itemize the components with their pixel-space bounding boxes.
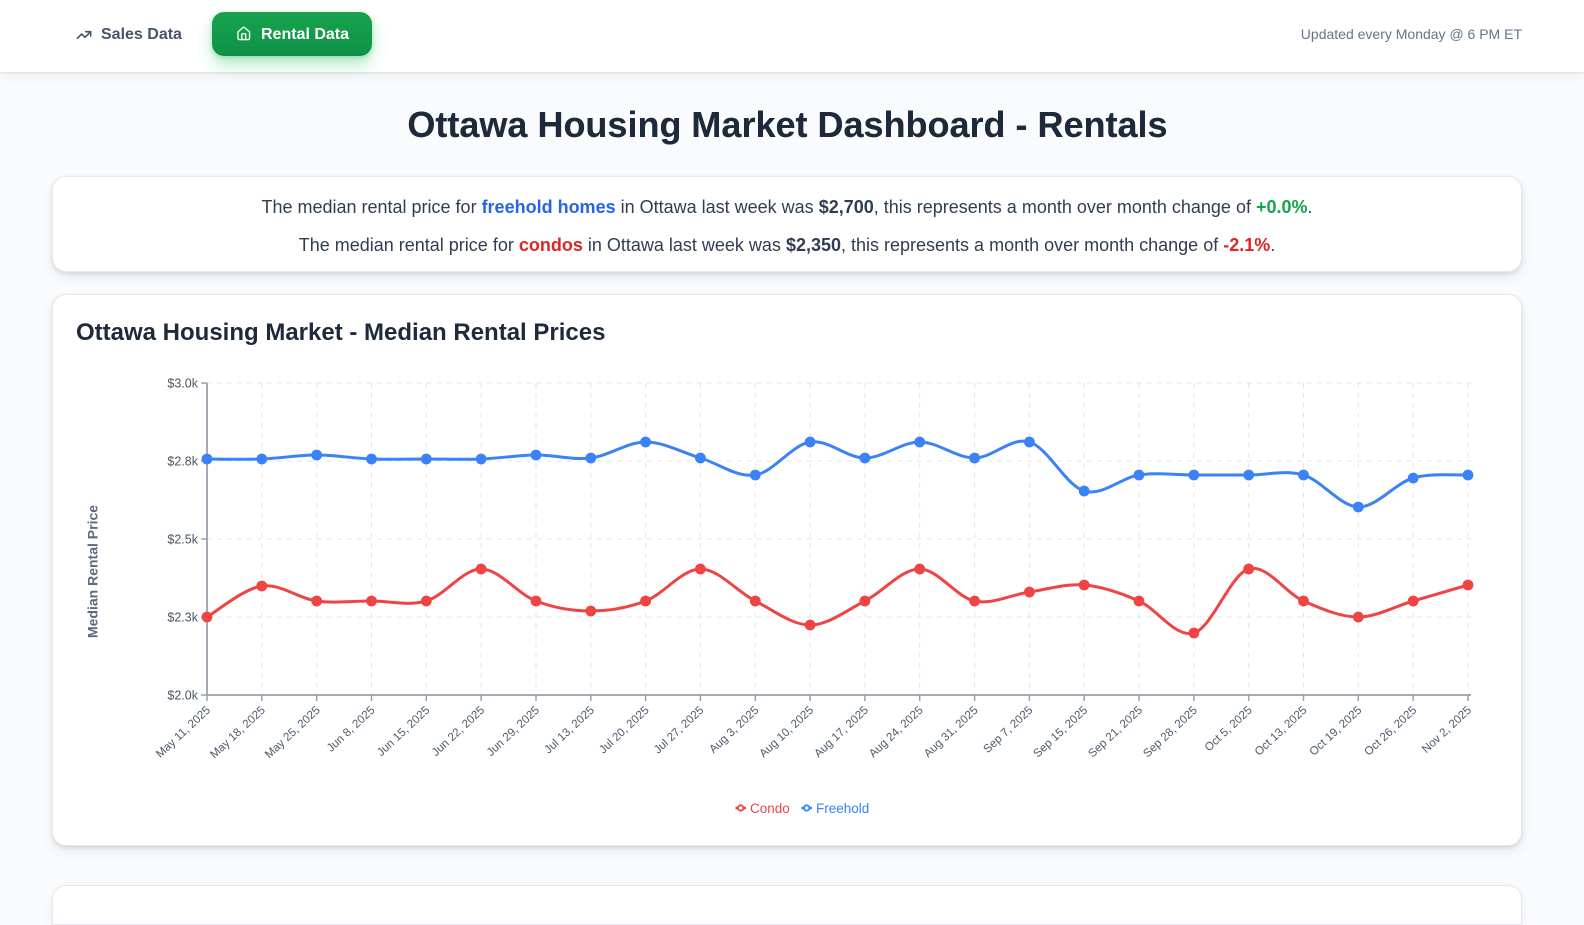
svg-text:May 25, 2025: May 25, 2025 — [262, 704, 322, 761]
svg-text:$2.3k: $2.3k — [167, 611, 198, 625]
svg-text:Jun 29, 2025: Jun 29, 2025 — [484, 704, 542, 759]
svg-text:Condo: Condo — [750, 801, 790, 816]
svg-text:Jul 20, 2025: Jul 20, 2025 — [597, 704, 652, 757]
svg-text:Oct 5, 2025: Oct 5, 2025 — [1202, 704, 1255, 754]
svg-text:Aug 17, 2025: Aug 17, 2025 — [812, 704, 871, 761]
svg-text:$2.5k: $2.5k — [167, 533, 198, 547]
svg-text:Oct 19, 2025: Oct 19, 2025 — [1307, 704, 1364, 759]
svg-text:Aug 31, 2025: Aug 31, 2025 — [921, 704, 980, 761]
svg-text:Median Rental Price: Median Rental Price — [85, 505, 101, 638]
svg-text:Jun 15, 2025: Jun 15, 2025 — [374, 704, 432, 759]
svg-text:Oct 13, 2025: Oct 13, 2025 — [1252, 704, 1309, 759]
svg-text:Nov 2, 2025: Nov 2, 2025 — [1419, 704, 1474, 756]
svg-text:$2.0k: $2.0k — [167, 689, 198, 703]
svg-text:Aug 3, 2025: Aug 3, 2025 — [707, 704, 762, 756]
svg-text:Sep 21, 2025: Sep 21, 2025 — [1086, 704, 1145, 761]
svg-text:Freehold: Freehold — [816, 801, 869, 816]
svg-text:Jun 22, 2025: Jun 22, 2025 — [429, 704, 487, 759]
svg-text:$3.0k: $3.0k — [167, 377, 198, 391]
svg-text:Sep 15, 2025: Sep 15, 2025 — [1031, 704, 1090, 761]
svg-text:Aug 10, 2025: Aug 10, 2025 — [757, 704, 816, 761]
svg-text:May 11, 2025: May 11, 2025 — [153, 704, 213, 761]
svg-text:Jul 27, 2025: Jul 27, 2025 — [651, 704, 706, 757]
svg-text:Aug 24, 2025: Aug 24, 2025 — [866, 704, 925, 761]
svg-text:Jun 8, 2025: Jun 8, 2025 — [324, 704, 377, 755]
svg-text:Sep 7, 2025: Sep 7, 2025 — [981, 704, 1036, 756]
svg-text:Jul 13, 2025: Jul 13, 2025 — [542, 704, 597, 757]
svg-text:Oct 26, 2025: Oct 26, 2025 — [1362, 704, 1419, 759]
svg-text:May 18, 2025: May 18, 2025 — [208, 704, 268, 761]
svg-text:Sep 28, 2025: Sep 28, 2025 — [1141, 704, 1200, 761]
svg-text:$2.8k: $2.8k — [167, 455, 198, 469]
